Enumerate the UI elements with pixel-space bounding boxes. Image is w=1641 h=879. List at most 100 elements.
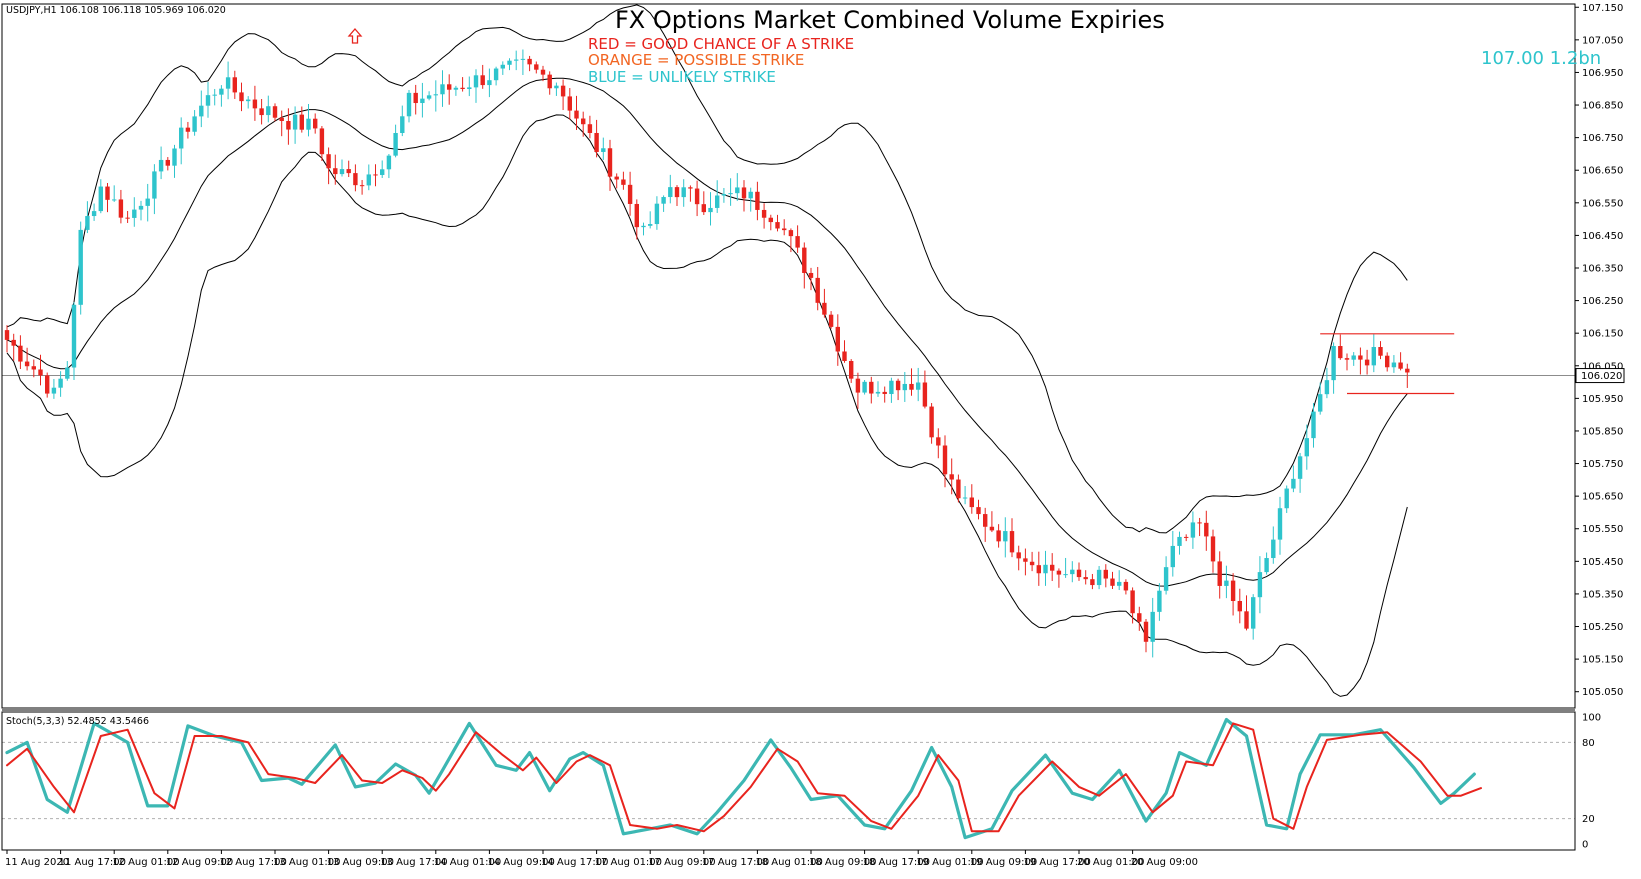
candle <box>755 181 760 221</box>
chart-title: FX Options Market Combined Volume Expiri… <box>615 6 1165 34</box>
candle <box>1385 352 1390 372</box>
bollinger-lower-band <box>6 114 1408 697</box>
candle <box>1103 564 1108 588</box>
candle <box>85 201 90 234</box>
candle <box>962 485 968 505</box>
candle <box>393 124 398 158</box>
candle <box>1056 568 1062 588</box>
candle <box>721 188 727 203</box>
candle <box>875 381 881 397</box>
candle <box>473 69 479 103</box>
up-arrow-icon <box>347 28 363 44</box>
candle <box>567 88 572 120</box>
candle <box>1184 534 1189 542</box>
x-tick-label: 12 Aug 01:00 <box>112 857 179 868</box>
candle <box>1096 566 1102 590</box>
x-tick-label: 19 Aug 17:00 <box>1023 857 1090 868</box>
candle <box>58 371 63 397</box>
candle <box>51 378 57 399</box>
candle <box>916 367 921 402</box>
y-tick-label: 107.050 <box>1582 35 1623 46</box>
candle <box>386 154 392 179</box>
candle <box>132 197 137 227</box>
stoch-y-tick-label: 20 <box>1582 814 1595 825</box>
candle <box>78 221 83 315</box>
candle <box>634 199 639 240</box>
candle <box>1023 548 1028 576</box>
candle <box>929 403 934 444</box>
x-tick-label: 19 Aug 01:00 <box>916 857 983 868</box>
candle <box>1378 341 1383 360</box>
candle <box>118 189 124 224</box>
candle <box>45 372 50 398</box>
candle <box>748 187 753 212</box>
candle <box>1277 496 1283 555</box>
y-tick-label: 106.950 <box>1582 68 1623 79</box>
candle <box>38 354 43 386</box>
candle <box>420 82 425 118</box>
candle <box>1244 595 1249 631</box>
candle <box>855 372 861 409</box>
candle <box>882 386 887 403</box>
y-tick-label: 105.750 <box>1582 459 1623 470</box>
candle <box>674 185 680 207</box>
candle <box>1210 529 1216 573</box>
candle <box>239 82 244 112</box>
candle <box>1358 347 1363 375</box>
stochastic-signal-line <box>6 722 1482 833</box>
current-price-label: 106.020 <box>1581 371 1622 382</box>
candle <box>1123 579 1129 595</box>
candle <box>286 108 291 145</box>
candle <box>601 137 606 160</box>
x-tick-label: 14 Aug 17:00 <box>541 857 608 868</box>
candle <box>956 474 961 503</box>
candle <box>688 185 693 202</box>
candle <box>862 379 867 395</box>
x-tick-label: 19 Aug 09:00 <box>970 857 1037 868</box>
candle <box>715 180 720 213</box>
candle <box>426 91 432 101</box>
candle <box>969 484 974 514</box>
candle <box>828 311 834 329</box>
candle <box>1170 530 1175 577</box>
candle <box>1264 552 1269 575</box>
x-tick-label: 14 Aug 01:00 <box>434 857 501 868</box>
y-tick-label: 106.850 <box>1582 101 1623 112</box>
candle <box>11 333 16 361</box>
candle <box>366 164 371 191</box>
candle <box>949 458 954 495</box>
candle <box>460 77 465 92</box>
candle <box>768 214 773 231</box>
candle <box>514 50 519 71</box>
candle <box>246 96 251 109</box>
candle <box>71 302 77 381</box>
candle <box>936 428 941 459</box>
candle <box>158 146 164 180</box>
candle <box>1230 573 1236 616</box>
x-tick-label: 11 Aug 2020 <box>5 857 69 868</box>
candle <box>1304 424 1309 470</box>
candle <box>4 325 10 353</box>
candle <box>172 144 177 178</box>
candle <box>1324 367 1330 399</box>
candle <box>1016 545 1021 571</box>
candle <box>1076 562 1082 581</box>
candle <box>205 81 211 118</box>
y-tick-label: 106.650 <box>1582 166 1623 177</box>
candle <box>252 85 258 121</box>
y-tick-label: 106.750 <box>1582 133 1623 144</box>
candle <box>1204 510 1209 551</box>
candle <box>741 180 747 212</box>
candle <box>1237 588 1242 624</box>
candle <box>1338 334 1343 360</box>
x-tick-label: 18 Aug 09:00 <box>809 857 876 868</box>
candle <box>735 173 740 201</box>
stoch-y-tick-label: 100 <box>1582 713 1601 724</box>
y-tick-label: 105.250 <box>1582 622 1623 633</box>
y-tick-label: 105.950 <box>1582 394 1623 405</box>
candle <box>1297 452 1303 493</box>
candle <box>152 164 157 215</box>
legend-red-label: RED = GOOD CHANCE OF A STRIKE <box>588 35 854 53</box>
